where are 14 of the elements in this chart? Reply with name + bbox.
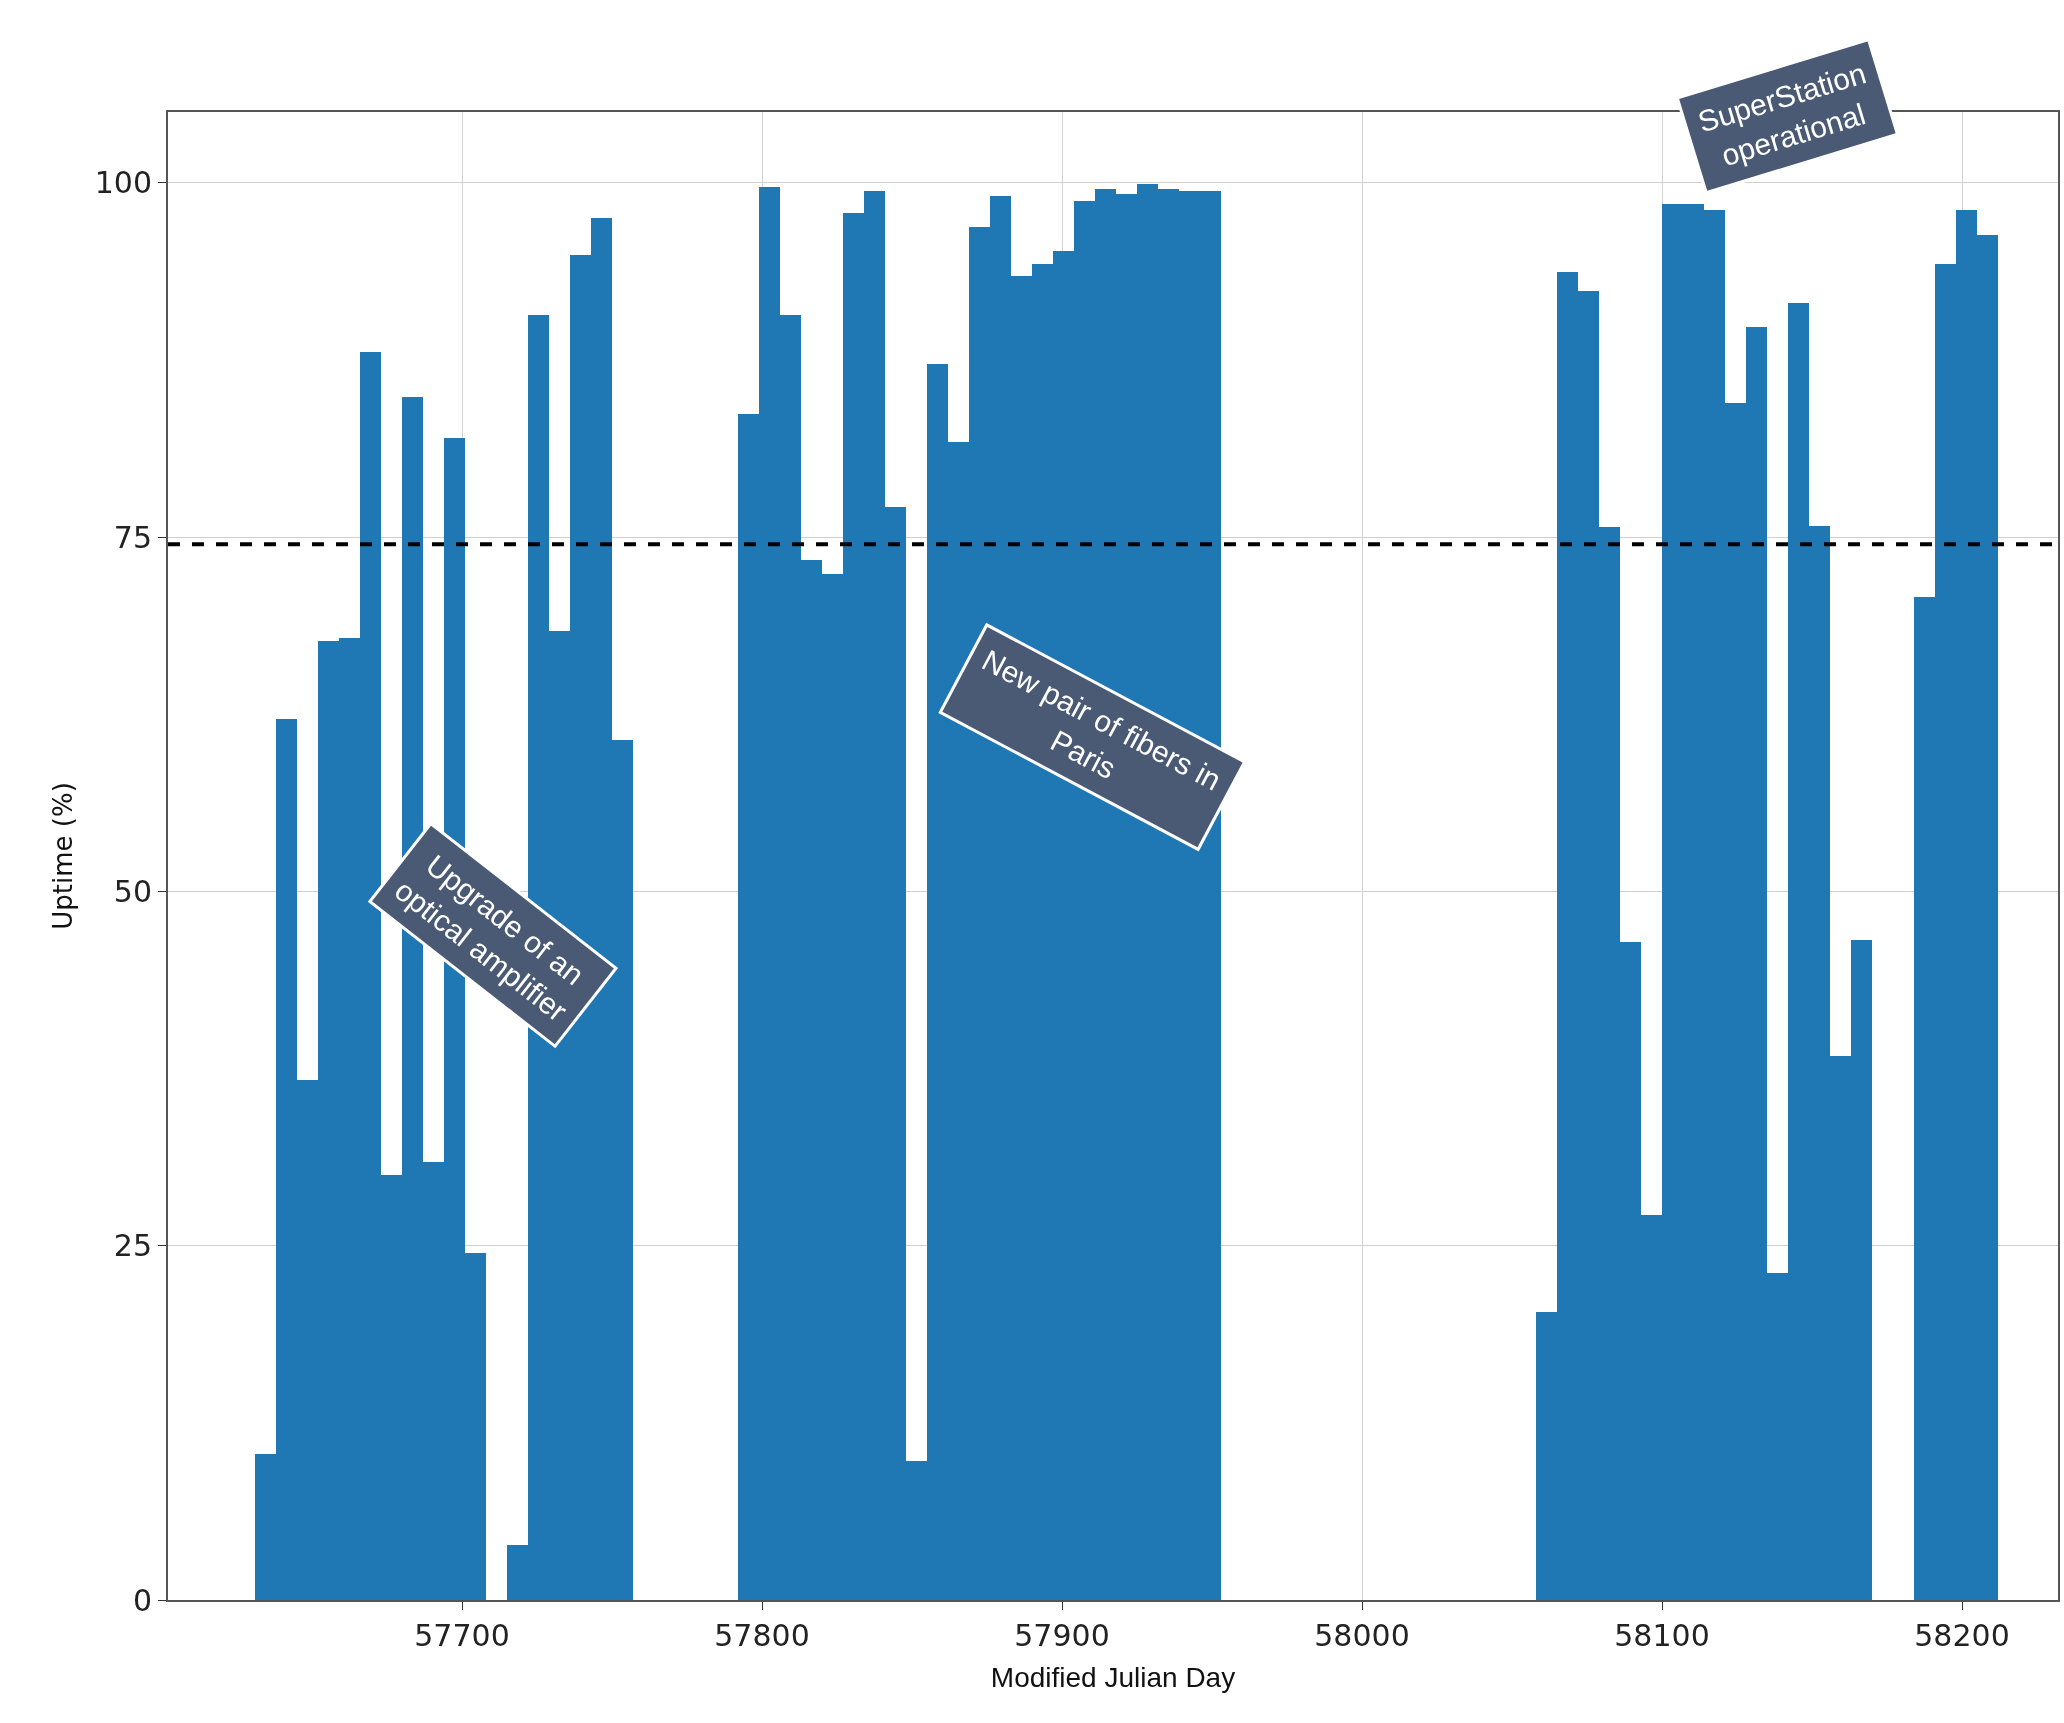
x-axis-title: Modified Julian Day xyxy=(990,1661,1236,1693)
y-tick-label: 0 xyxy=(132,1582,152,1618)
y-tick-label: 100 xyxy=(94,165,152,201)
y-tick-label: 25 xyxy=(113,1228,152,1264)
y-tick-label: 50 xyxy=(113,873,152,909)
x-tick-label: 57900 xyxy=(1014,1618,1110,1653)
y-tick-label: 75 xyxy=(113,519,152,555)
x-tick-label: 58200 xyxy=(1914,1618,2010,1653)
x-tick-label: 57800 xyxy=(714,1618,810,1653)
annotation: New pair of fibers in Paris xyxy=(976,643,1227,797)
x-tick-label: 57700 xyxy=(414,1618,510,1653)
x-tick-label: 58100 xyxy=(1614,1618,1710,1653)
x-tick-label: 58000 xyxy=(1314,1618,1410,1653)
y-axis-title: Uptime (%) xyxy=(47,782,78,930)
